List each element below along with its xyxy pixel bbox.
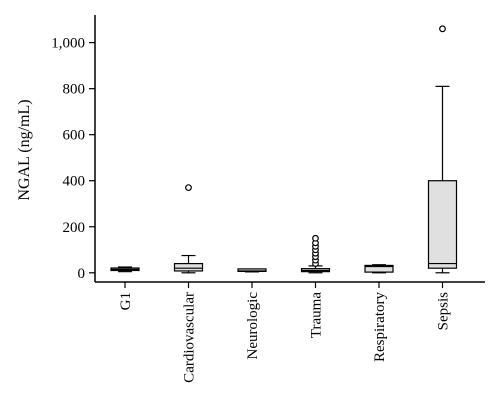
x-tick-label: G1	[118, 292, 134, 310]
box-respiratory	[364, 264, 394, 273]
y-tick-label: 400	[63, 174, 86, 190]
y-tick-label: 200	[63, 220, 86, 236]
x-tick-label: Neurologic	[245, 292, 261, 360]
y-tick-label: 600	[63, 128, 86, 144]
x-tick-label: Respiratory	[372, 292, 388, 362]
y-tick-label: 0	[78, 266, 86, 282]
outlier-point	[439, 25, 446, 33]
outlier-point	[312, 234, 319, 242]
y-axis-title: NGAL (ng/mL)	[16, 99, 33, 200]
box-cardiovascular	[173, 262, 204, 272]
outlier-point	[185, 184, 192, 192]
box-sepsis	[427, 180, 458, 269]
x-tick-label: Trauma	[309, 292, 325, 338]
y-tick-label: 1,000	[51, 36, 85, 52]
x-tick-label: Sepsis	[436, 292, 452, 331]
x-tick-label: Cardiovascular	[182, 292, 198, 383]
y-tick-label: 800	[63, 82, 86, 98]
